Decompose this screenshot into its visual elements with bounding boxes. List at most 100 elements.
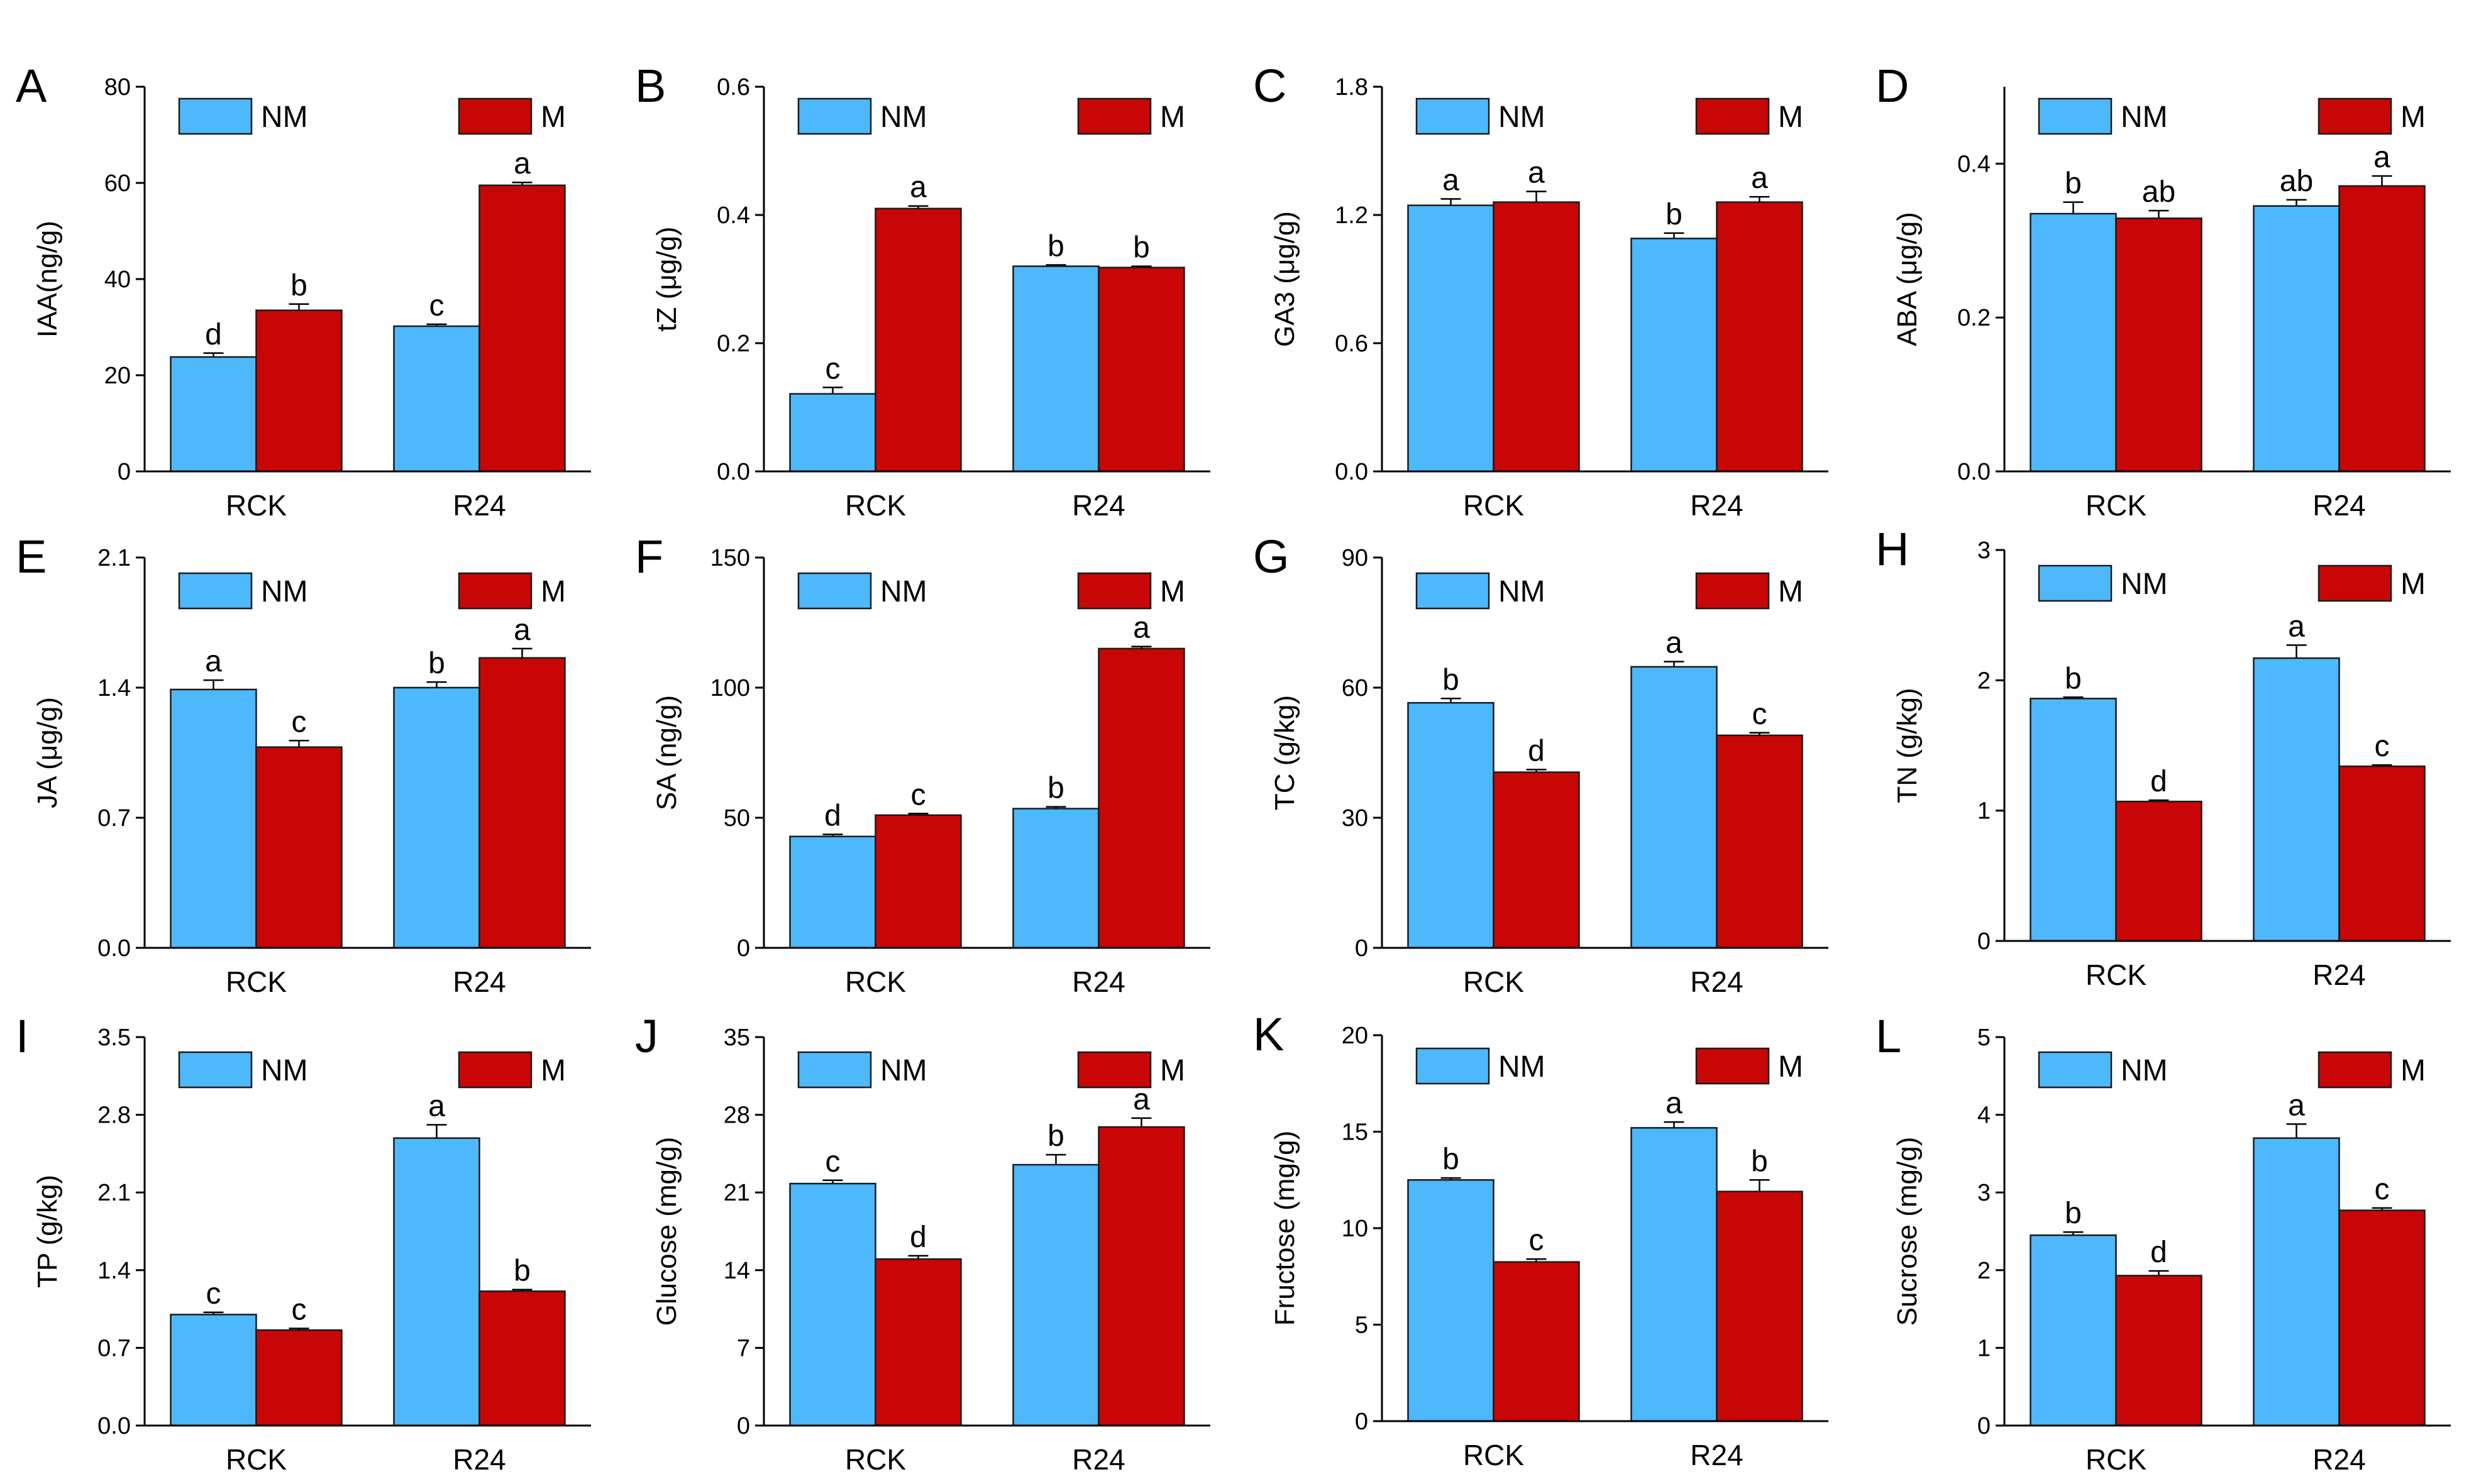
legend-label-nm: NM [880, 101, 927, 134]
category-label: R24 [1072, 1443, 1125, 1476]
legend-swatch-m [1077, 97, 1152, 135]
bar-nm-r24 [393, 686, 480, 949]
y-axis-title: Sucrose (mg/g) [1892, 1137, 1923, 1326]
y-tick-label: 0 [118, 459, 131, 485]
bar-m-r24 [1716, 734, 1803, 949]
legend-label-m: M [2400, 1054, 2426, 1087]
y-tick-label: 0.7 [97, 805, 131, 832]
panel-label: I [16, 1010, 29, 1062]
y-tick-label: 0 [1977, 928, 1991, 955]
category-label: RCK [2085, 959, 2146, 991]
y-tick-label: 10 [1342, 1216, 1368, 1242]
significance-letter: b [1047, 772, 1064, 805]
y-tick-label: 0 [1355, 1409, 1368, 1435]
y-axis-title: SA (ng/g) [651, 695, 682, 810]
y-tick-label: 0.2 [1957, 305, 1991, 331]
y-tick-label: 0.0 [1957, 459, 1991, 485]
significance-letter: c [292, 705, 307, 739]
y-tick-label: 60 [1342, 675, 1368, 701]
legend-swatch-nm [1415, 1047, 1490, 1085]
significance-letter: d [824, 799, 841, 832]
y-tick-label: 2.8 [97, 1102, 131, 1129]
legend-swatch-m [1695, 97, 1770, 135]
legend: NM M [797, 97, 1185, 135]
legend-swatch-nm [2038, 564, 2113, 602]
category-label: RCK [226, 965, 287, 998]
bar-m-rck [875, 207, 962, 473]
significance-letter: c [292, 1294, 307, 1327]
legend: NM M [1415, 572, 1803, 610]
bar-nm-r24 [393, 1137, 480, 1427]
y-tick-label: 21 [724, 1180, 750, 1206]
y-tick-label: 60 [104, 170, 131, 197]
significance-letter: ab [2142, 175, 2175, 209]
bar-nm-r24 [2253, 1137, 2340, 1427]
bar-m-rck [2115, 800, 2202, 942]
bar-m-r24 [1098, 1126, 1185, 1427]
bar-m-r24 [478, 1290, 566, 1427]
significance-letter: b [1047, 230, 1064, 263]
y-tick-label: 14 [724, 1258, 750, 1284]
bar-nm-r24 [1012, 265, 1100, 473]
y-tick-label: 5 [1977, 1025, 1991, 1051]
significance-letter: c [429, 289, 445, 322]
y-tick-label: 28 [724, 1102, 750, 1129]
legend-swatch-m [458, 572, 533, 610]
category-label: RCK [845, 1443, 906, 1476]
significance-letter: b [514, 1255, 531, 1288]
significance-letter: c [206, 1277, 221, 1311]
legend-swatch-m [458, 97, 533, 135]
bar-m-r24 [1716, 1190, 1803, 1422]
legend-swatch-nm [797, 572, 872, 610]
chart-panel-k: Kb c RCK a b R24 0 5 10 15 20 Fructose (mg/g) NM M [1253, 1008, 1828, 1471]
bar-nm-rck [789, 1182, 876, 1427]
significance-letter: b [1666, 198, 1682, 231]
legend-label-nm: NM [2121, 1054, 2168, 1087]
category-label: R24 [1690, 965, 1743, 998]
significance-letter: c [2375, 730, 2390, 763]
y-tick-label: 0.6 [717, 74, 750, 101]
legend-swatch-m [1077, 572, 1152, 610]
panel-label: K [1253, 1008, 1284, 1060]
bar-m-r24 [478, 184, 566, 473]
y-axis-title: Glucose (mg/g) [651, 1137, 682, 1326]
category-label: R24 [1690, 1439, 1743, 1471]
legend-label-nm: NM [1498, 575, 1545, 608]
y-tick-label: 5 [1355, 1312, 1368, 1339]
legend: NM M [797, 1051, 1185, 1089]
y-tick-label: 35 [724, 1025, 750, 1051]
legend-label-nm: NM [1498, 1050, 1545, 1084]
y-tick-label: 3.5 [97, 1025, 131, 1051]
y-axis-title: TN (g/kg) [1892, 688, 1923, 803]
bar-nm-rck [170, 1314, 257, 1427]
significance-letter: a [1133, 1083, 1150, 1116]
y-axis-title: TP (g/kg) [32, 1175, 63, 1288]
bar-nm-r24 [1630, 238, 1718, 473]
bar-nm-r24 [1012, 1163, 1100, 1427]
legend-label-m: M [1778, 575, 1803, 608]
legend: NM M [1415, 1047, 1803, 1085]
y-tick-label: 40 [104, 267, 131, 293]
y-tick-label: 7 [737, 1335, 750, 1361]
y-tick-label: 20 [1342, 1023, 1368, 1049]
bar-nm-rck [2030, 698, 2117, 942]
y-tick-label: 0.0 [97, 1413, 131, 1439]
significance-letter: a [1666, 1087, 1682, 1120]
y-tick-label: 15 [1342, 1119, 1368, 1146]
category-label: R24 [2312, 489, 2365, 522]
bar-nm-rck [1407, 1179, 1494, 1422]
y-tick-label: 0.0 [717, 459, 750, 485]
significance-letter: c [1529, 1224, 1544, 1257]
y-tick-label: 0.0 [97, 935, 131, 962]
legend: NM M [797, 572, 1185, 610]
significance-letter: a [428, 1089, 445, 1123]
bar-nm-r24 [2253, 205, 2340, 473]
y-tick-label: 1.4 [97, 675, 131, 701]
significance-letter: b [1047, 1119, 1064, 1153]
legend-swatch-m [1695, 572, 1770, 610]
bar-m-r24 [2338, 765, 2426, 942]
legend-label-nm: NM [261, 575, 308, 608]
significance-letter: b [290, 269, 307, 302]
category-label: RCK [226, 489, 287, 522]
